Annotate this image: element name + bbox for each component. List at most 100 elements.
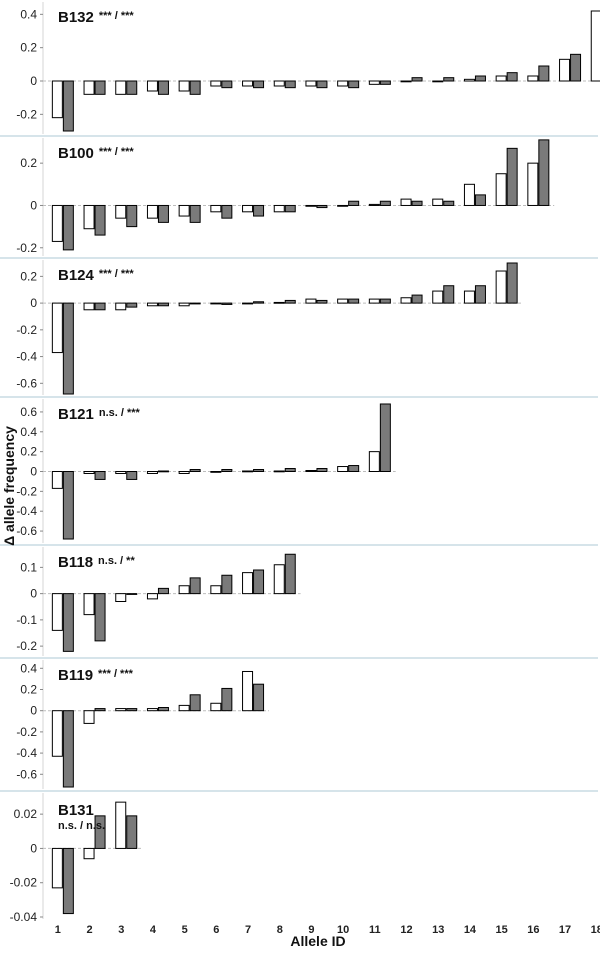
bar-b132-allele-15-series-2 <box>506 72 518 82</box>
bar-b119-allele-7-series-2 <box>253 683 265 712</box>
bar-b100-allele-16-series-1 <box>527 162 539 206</box>
bar-b100-allele-1-series-2 <box>62 204 74 251</box>
bar-b121-allele-5-series-2 <box>189 469 201 472</box>
bar-b121-allele-1-series-1 <box>51 471 63 489</box>
y-tick-label: 0.2 <box>20 682 37 696</box>
x-tick-label: 12 <box>400 924 412 936</box>
bar-b100-allele-6-series-2 <box>221 204 233 219</box>
bar-b100-allele-13-series-1 <box>432 198 444 206</box>
bar-b121-allele-6-series-1 <box>210 471 222 473</box>
bar-b124-allele-11-series-1 <box>368 298 380 304</box>
bar-b121-allele-2-series-2 <box>94 471 106 480</box>
bar-b121-allele-2-series-1 <box>83 471 95 474</box>
panel-significance: n.s. / *** <box>99 407 141 419</box>
bar-b124-allele-4-series-2 <box>157 302 169 307</box>
bar-b118-allele-7-series-1 <box>242 572 254 595</box>
bar-b121-allele-1-series-2 <box>62 471 74 540</box>
x-tick-label: 10 <box>337 924 349 936</box>
bar-b124-allele-8-series-2 <box>284 299 296 304</box>
bar-b119-allele-2-series-2 <box>94 708 106 712</box>
y-tick-label: 0.2 <box>20 156 37 170</box>
x-tick-label: 4 <box>150 924 157 936</box>
y-tick-label: 0.02 <box>14 807 38 821</box>
bar-b132-allele-5-series-1 <box>178 80 190 92</box>
bar-b100-allele-11-series-2 <box>379 200 391 206</box>
bar-b100-allele-11-series-1 <box>368 203 380 206</box>
bar-b100-allele-12-series-2 <box>411 200 423 206</box>
bar-b118-allele-6-series-2 <box>221 574 233 595</box>
bar-b100-allele-2-series-2 <box>94 204 106 236</box>
y-tick-label: 0.4 <box>20 425 37 439</box>
bar-b121-allele-5-series-1 <box>178 471 190 474</box>
y-tick-label: 0 <box>30 704 37 718</box>
bar-b132-allele-6-series-1 <box>210 80 222 87</box>
bar-b124-allele-12-series-1 <box>400 297 412 304</box>
bar-b121-allele-9-series-2 <box>316 468 328 472</box>
y-tick-label: 0.1 <box>20 560 37 574</box>
bar-b124-allele-1-series-1 <box>51 302 63 354</box>
bar-b132-allele-3-series-1 <box>115 80 127 95</box>
bar-b100-allele-3-series-1 <box>115 204 127 219</box>
bar-b132-allele-16-series-1 <box>527 75 539 82</box>
y-tick-label: 0 <box>30 841 37 855</box>
y-tick-label: -0.2 <box>16 107 37 121</box>
bar-b119-allele-5-series-2 <box>189 694 201 712</box>
panel-name: B119 <box>58 667 93 684</box>
bar-b100-allele-4-series-1 <box>146 204 158 219</box>
bar-b132-allele-8-series-1 <box>273 80 285 87</box>
x-axis: 1 2 3 4 5 6 7 8 9 10 11 12 13 14 15 16 17 18 <box>55 924 600 936</box>
bar-b100-allele-13-series-2 <box>443 200 455 206</box>
bar-b132-allele-14-series-2 <box>474 75 486 82</box>
panel-b121: 0.6 0.4 0.2 0 -0.2 -0.4 -0.6 B121 n.s. / *** <box>0 399 598 546</box>
panel-significance: n.s. / ** <box>98 555 135 567</box>
bar-b119-allele-5-series-1 <box>178 704 190 712</box>
bar-b124-allele-15-series-2 <box>506 262 518 304</box>
bar-b132-allele-6-series-2 <box>221 80 233 89</box>
bar-b118-allele-6-series-1 <box>210 585 222 595</box>
bar-b119-allele-1-series-2 <box>62 710 74 788</box>
y-tick-label: 0.6 <box>20 405 37 419</box>
x-tick-label: 7 <box>245 924 251 936</box>
y-tick-label: -0.2 <box>16 241 37 255</box>
bar-b121-allele-10-series-1 <box>337 466 349 472</box>
bar-b100-allele-5-series-2 <box>189 204 201 223</box>
panel-b118: 0.1 0 -0.1 -0.2 B118 n.s. / ** <box>0 547 598 659</box>
panel-b100: 0.2 0 -0.2 B100 *** / *** <box>0 138 598 259</box>
bar-b100-allele-9-series-1 <box>305 204 317 207</box>
bar-b118-allele-2-series-2 <box>94 593 106 642</box>
bar-b124-allele-1-series-2 <box>62 302 74 395</box>
bar-b132-allele-10-series-1 <box>337 80 349 87</box>
y-tick-label: -0.6 <box>16 524 37 538</box>
bar-b121-allele-7-series-1 <box>242 470 254 473</box>
bar-b121-allele-10-series-2 <box>348 465 360 472</box>
y-tick-label: -0.4 <box>16 746 37 760</box>
x-tick-label: 9 <box>308 924 314 936</box>
bar-b118-allele-3-series-2 <box>126 593 138 595</box>
bar-b124-allele-7-series-1 <box>242 302 254 305</box>
x-tick-label: 15 <box>496 924 508 936</box>
bar-b132-allele-10-series-2 <box>348 80 360 89</box>
bar-b100-allele-12-series-1 <box>400 198 412 206</box>
panel-significance: *** / *** <box>99 268 135 280</box>
x-axis-title: Allele ID <box>290 933 345 949</box>
bar-b132-allele-4-series-1 <box>146 80 158 92</box>
bar-b124-allele-11-series-2 <box>379 298 391 304</box>
bar-b132-allele-15-series-1 <box>495 75 507 82</box>
bar-b132-allele-12-series-2 <box>411 77 423 82</box>
bar-b132-allele-1-series-1 <box>51 80 63 119</box>
bar-b100-allele-5-series-1 <box>178 204 190 217</box>
bar-b132-allele-9-series-1 <box>305 80 317 87</box>
bar-b118-allele-1-series-2 <box>62 593 74 652</box>
bar-b118-allele-3-series-1 <box>115 593 127 602</box>
bar-b132-allele-18-series-1 <box>590 10 600 82</box>
bar-b132-allele-13-series-1 <box>432 80 444 83</box>
x-tick-label: 2 <box>86 924 92 936</box>
panel-name: B121 <box>58 406 94 423</box>
bar-b132-allele-13-series-2 <box>443 77 455 82</box>
y-tick-label: -0.4 <box>16 350 37 364</box>
bar-b121-allele-8-series-2 <box>284 468 296 472</box>
bar-b124-allele-14-series-2 <box>474 285 486 304</box>
bar-b118-allele-4-series-1 <box>146 593 158 600</box>
bar-b124-allele-7-series-2 <box>253 301 265 304</box>
